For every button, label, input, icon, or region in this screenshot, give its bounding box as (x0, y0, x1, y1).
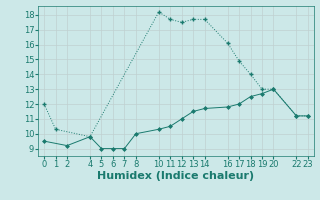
X-axis label: Humidex (Indice chaleur): Humidex (Indice chaleur) (97, 171, 255, 181)
